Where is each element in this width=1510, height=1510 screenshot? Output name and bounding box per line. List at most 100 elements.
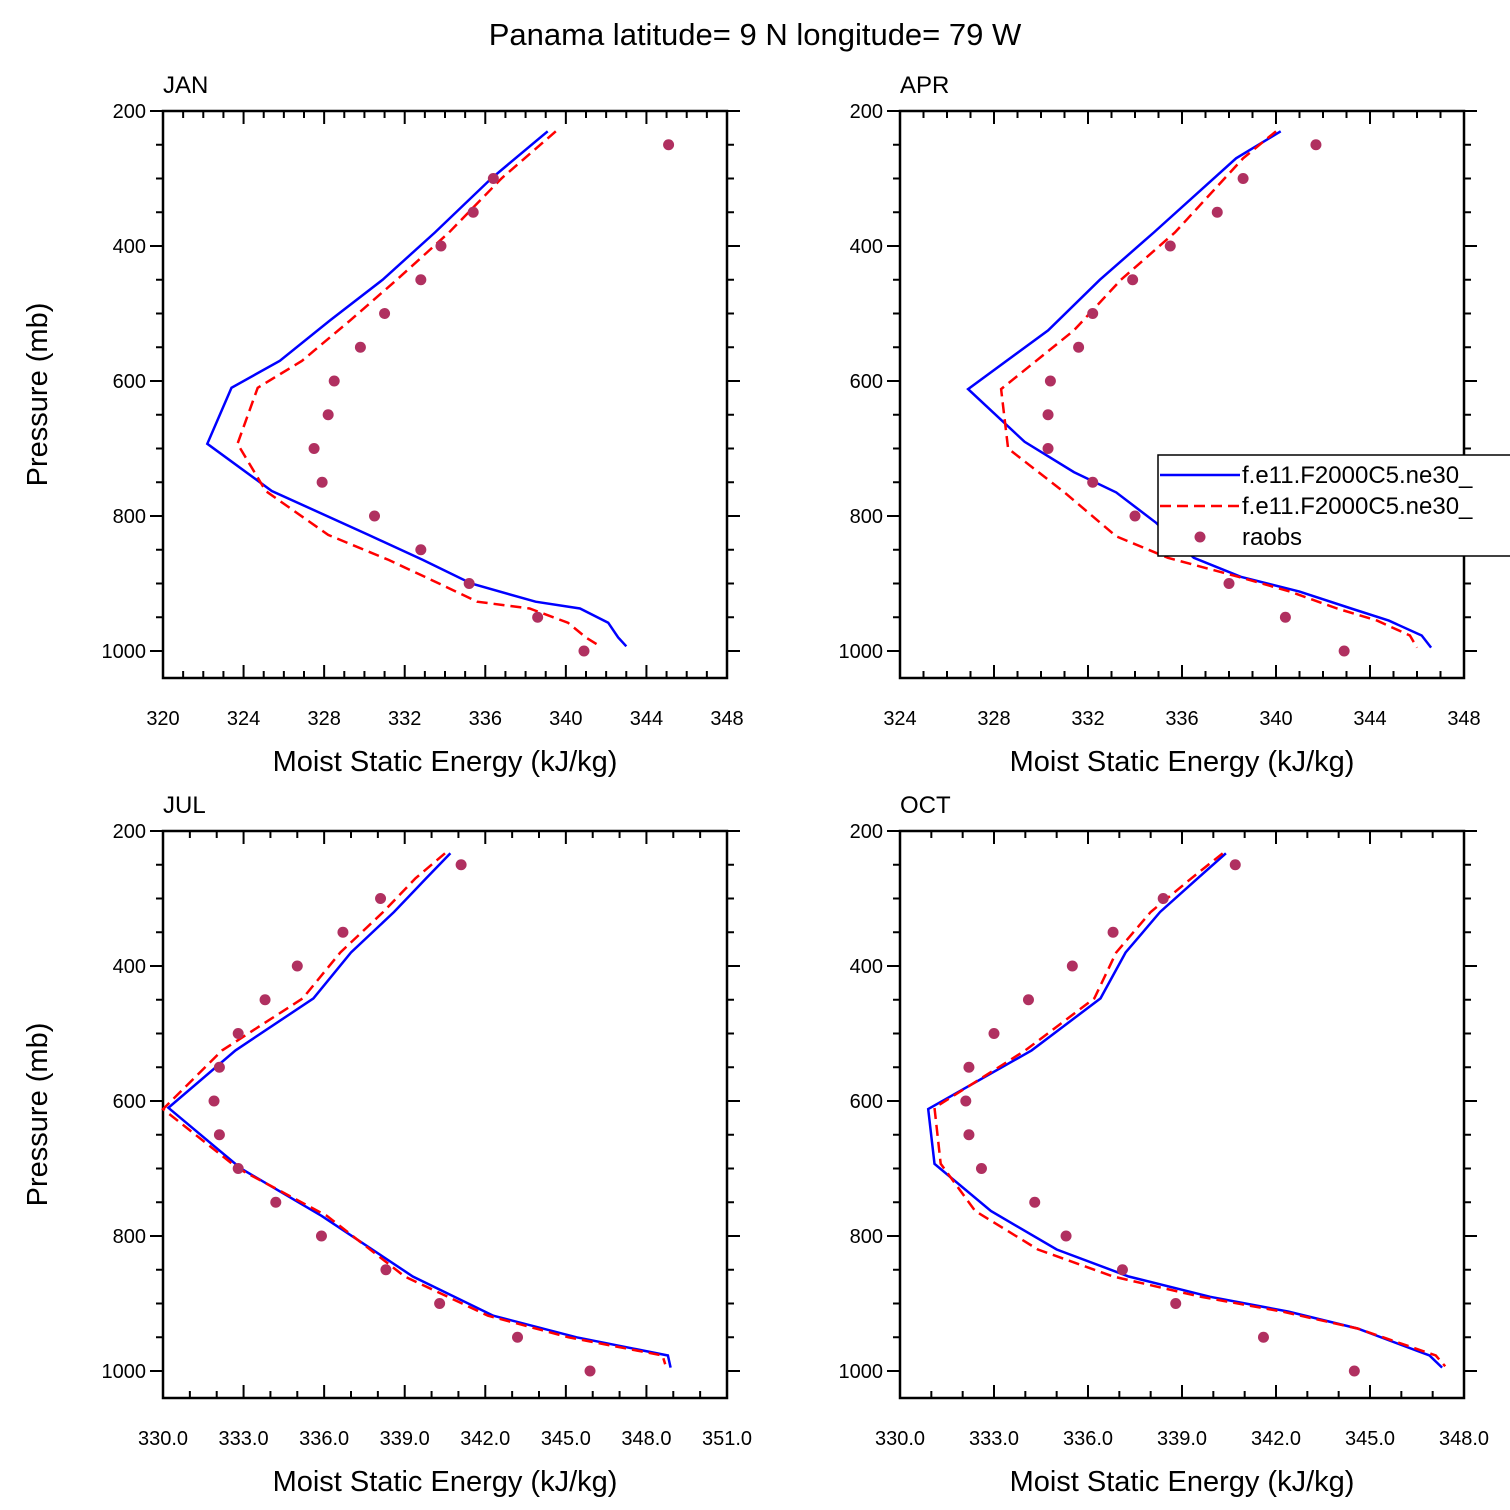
x-tick-label: 344 [630,708,663,730]
raobs-point [369,510,380,522]
raobs-point [354,341,366,353]
panel-label: JAN [163,72,208,99]
raobs-point [1348,1365,1360,1377]
raobs-point [1164,240,1176,252]
x-tick-label: 339.0 [380,1428,430,1450]
x-axis-label: Moist Static Energy (kJ/kg) [273,1466,618,1498]
figure-title: Panama latitude= 9 N longitude= 79 W [489,17,1022,52]
raobs-point [1029,1196,1041,1208]
model-solid-line [966,130,1433,649]
raobs-point [578,645,590,657]
raobs-point [988,1028,1000,1039]
y-tick-label: 600 [113,1091,146,1113]
x-tick-label: 345.0 [541,1428,591,1450]
model-dashed-line [236,130,601,648]
plot-frame [898,829,1466,1400]
legend-label: raobs [1242,524,1302,551]
raobs-point [375,893,387,904]
x-tick-label: 351.0 [702,1428,752,1450]
raobs-point [963,1129,975,1141]
y-tick-label: 800 [850,1226,883,1248]
plot-frame [898,109,1466,680]
x-tick-label: 339.0 [1157,1428,1207,1450]
x-tick-label: 328 [307,708,340,730]
raobs-point [1042,443,1054,454]
raobs-point [1044,375,1056,387]
x-tick-label: 330.0 [875,1428,925,1450]
raobs-point [1042,409,1054,421]
raobs-point [380,1264,392,1276]
raobs-point [270,1196,282,1208]
x-tick-label: 333.0 [969,1428,1019,1450]
raobs-markers [208,859,596,1377]
raobs-point [435,240,447,252]
raobs-point [308,443,320,454]
x-tick-label: 344 [1353,708,1386,730]
legend: f.e11.F2000C5.ne30_ f.e11.F2000C5.ne30_ra… [1157,454,1510,557]
x-tick-label: 340 [1259,708,1292,730]
raobs-point [415,544,427,556]
panel-jan: JAN 320 324 328 332 336 340 344 348 200 400 600 800 1… [22,72,744,778]
tick-marks [887,830,1477,1398]
raobs-point [1087,476,1099,488]
x-axis-label: Moist Static Energy (kJ/kg) [273,746,618,778]
raobs-point [1170,1298,1182,1309]
raobs-point [1073,341,1085,353]
x-tick-label: 324 [883,708,916,730]
x-tick-label: 348 [710,708,743,730]
model-solid-line [926,852,1443,1369]
raobs-point [1310,139,1322,151]
x-tick-label: 336.0 [299,1428,349,1450]
legend-label: f.e11.F2000C5.ne30_ [1242,493,1473,520]
raobs-point [1060,1230,1072,1242]
raobs-point [1129,510,1141,522]
x-tick-label: 345.0 [1345,1428,1395,1450]
plot-frame [161,109,729,680]
panel-jul: JUL 330.0 333.0 336.0 339.0 342.0 345.0 348.0 35… [22,792,752,1498]
legend-label: f.e11.F2000C5.ne30_ [1242,462,1473,489]
y-tick-label: 800 [113,1226,146,1248]
raobs-point [1211,206,1223,218]
raobs-point [584,1365,596,1377]
x-tick-label: 332 [1071,708,1104,730]
raobs-point [975,1163,987,1174]
raobs-point [463,578,475,589]
y-tick-label: 400 [113,956,146,978]
y-tick-label: 400 [850,236,883,258]
raobs-point [1066,960,1078,972]
raobs-point [259,994,271,1006]
y-tick-label: 600 [113,371,146,393]
raobs-point [963,1061,975,1073]
raobs-point [337,926,349,938]
raobs-point [1223,578,1235,589]
x-tick-label: 336 [469,708,502,730]
legend-marker [1194,531,1206,543]
x-tick-label: 336.0 [1063,1428,1113,1450]
y-tick-label: 600 [850,371,883,393]
x-tick-label: 336 [1165,708,1198,730]
model-solid-line [166,852,672,1368]
x-tick-label: 342.0 [460,1428,510,1450]
y-tick-label: 200 [113,821,146,843]
model-dashed-line [999,130,1419,649]
raobs-point [1237,173,1249,184]
y-tick-label: 200 [113,101,146,123]
raobs-point [467,206,479,218]
panel-apr: APR 324 328 332 336 340 344 348 200 400 600 800 1000… [839,72,1481,778]
raobs-point [1087,308,1099,319]
y-axis-label: Pressure (mb) [22,1023,54,1207]
raobs-point [455,859,467,871]
raobs-point [1107,926,1119,938]
x-tick-label: 332 [388,708,421,730]
raobs-point [512,1331,524,1343]
raobs-point [379,308,391,319]
y-tick-label: 1000 [102,1361,147,1383]
raobs-point [1257,1331,1269,1343]
y-tick-label: 400 [850,956,883,978]
raobs-point [208,1095,220,1107]
x-tick-label: 324 [227,708,260,730]
raobs-markers [960,859,1360,1377]
panel-label: JUL [163,792,206,819]
raobs-point [1157,893,1169,904]
